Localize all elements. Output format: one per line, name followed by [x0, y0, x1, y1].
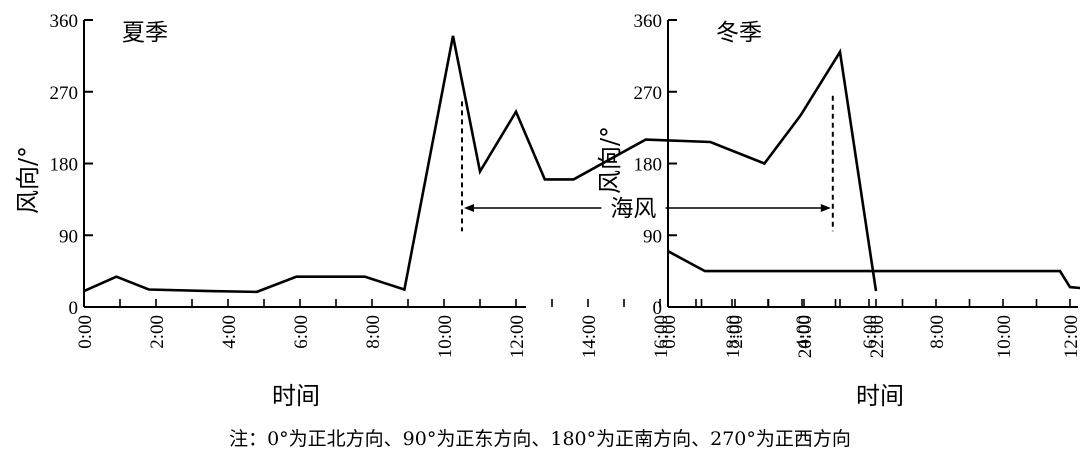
y-tick-label: 0 [653, 298, 663, 319]
x-tick-label: 12:00 [507, 315, 528, 358]
y-tick-label: 360 [634, 11, 663, 32]
x-tick-label: 16:00 [651, 315, 672, 358]
season-title: 夏季 [122, 20, 168, 46]
x-tick-label: 8:00 [927, 315, 948, 349]
wind-direction-line [83, 35, 878, 294]
x-tick-label: 4:00 [793, 315, 814, 349]
y-tick-label: 90 [643, 226, 662, 247]
x-tick-label: 0:00 [659, 315, 680, 349]
x-tick-label: 20:00 [795, 315, 816, 358]
x-tick-label: 10:00 [435, 315, 456, 358]
summer-chart: 0 90 180 270 360 0:00 2:00 4:00 6:00 8:00 10:00 12:… [14, 11, 888, 410]
x-tick-label: 2:00 [726, 315, 747, 349]
y-tick-label: 360 [50, 11, 79, 32]
y-tick-label: 90 [59, 226, 78, 247]
y-tick-label: 0 [69, 298, 79, 319]
x-tick-label: 10:00 [994, 315, 1015, 358]
y-tick-label: 180 [634, 155, 663, 176]
x-tick-label: 6:00 [860, 315, 881, 349]
x-tick-label: 18:00 [723, 315, 744, 358]
season-title: 冬季 [716, 20, 762, 46]
y-tick-label: 270 [50, 83, 79, 104]
sea-breeze-arrowhead-left [464, 204, 474, 212]
sea-breeze-arrowhead-right [820, 204, 831, 212]
x-tick-label: 2:00 [147, 315, 168, 349]
x-tick-label: 14:00 [579, 315, 600, 358]
x-tick-label: 6:00 [291, 315, 312, 349]
sea-breeze-label: 海风 [610, 196, 656, 222]
x-axis-title: 时间 [272, 382, 320, 410]
y-axis-title: 风向/° [14, 146, 42, 214]
x-tick-label: 0:00 [75, 315, 96, 349]
winter-chart: 0 90 180 270 360 0:00 2:00 4:00 6:00 8:00 10:00 12:… [596, 11, 1080, 410]
x-axis-title: 时间 [856, 382, 904, 410]
footnote: 注：0°为正北方向、90°为正东方向、180°为正南方向、270°为正西方向 [229, 428, 851, 450]
y-tick-label: 180 [50, 155, 79, 176]
x-tick-label: 12:00 [1061, 315, 1080, 358]
y-axis-title: 风向/° [596, 126, 624, 194]
wind-direction-line [667, 250, 1080, 290]
x-tick-label: 8:00 [363, 315, 384, 349]
y-tick-label: 270 [634, 83, 663, 104]
x-tick-label: 4:00 [219, 315, 240, 349]
x-tick-label: 22:00 [867, 315, 888, 358]
